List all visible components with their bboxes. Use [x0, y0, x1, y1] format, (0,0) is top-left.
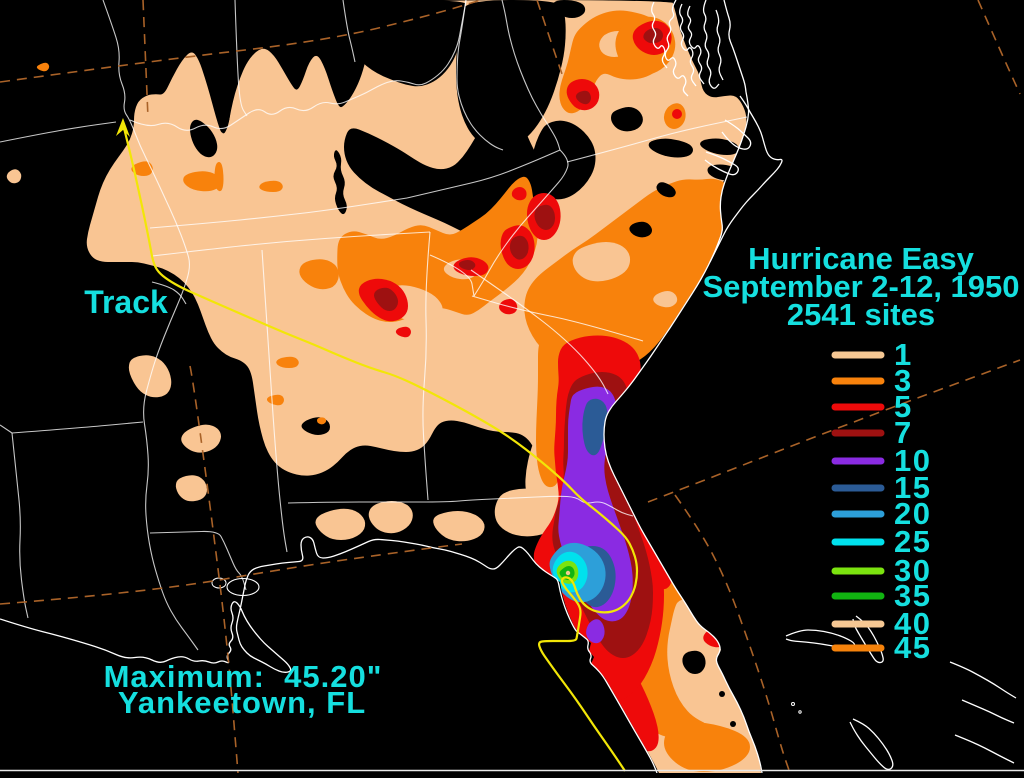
svg-text:September 2-12, 1950: September 2-12, 1950	[702, 269, 1019, 304]
svg-text:Track: Track	[84, 284, 168, 320]
svg-text:Hurricane Easy: Hurricane Easy	[748, 241, 974, 276]
svg-text:25: 25	[894, 524, 931, 559]
svg-text:30: 30	[894, 553, 931, 588]
svg-text:7: 7	[894, 415, 913, 450]
svg-text:20: 20	[894, 496, 931, 531]
svg-text:Yankeetown, FL: Yankeetown, FL	[118, 685, 366, 720]
svg-text:Maximum: 45.20": Maximum: 45.20"	[104, 659, 383, 694]
svg-text:3: 3	[894, 363, 913, 398]
svg-text:10: 10	[894, 443, 931, 478]
svg-text:15: 15	[894, 470, 931, 505]
svg-text:5: 5	[894, 389, 913, 424]
svg-text:35: 35	[894, 578, 931, 613]
svg-text:40: 40	[894, 606, 931, 641]
svg-text:1: 1	[894, 337, 913, 372]
svg-text:2541 sites: 2541 sites	[787, 297, 935, 332]
svg-text:45: 45	[894, 630, 931, 665]
